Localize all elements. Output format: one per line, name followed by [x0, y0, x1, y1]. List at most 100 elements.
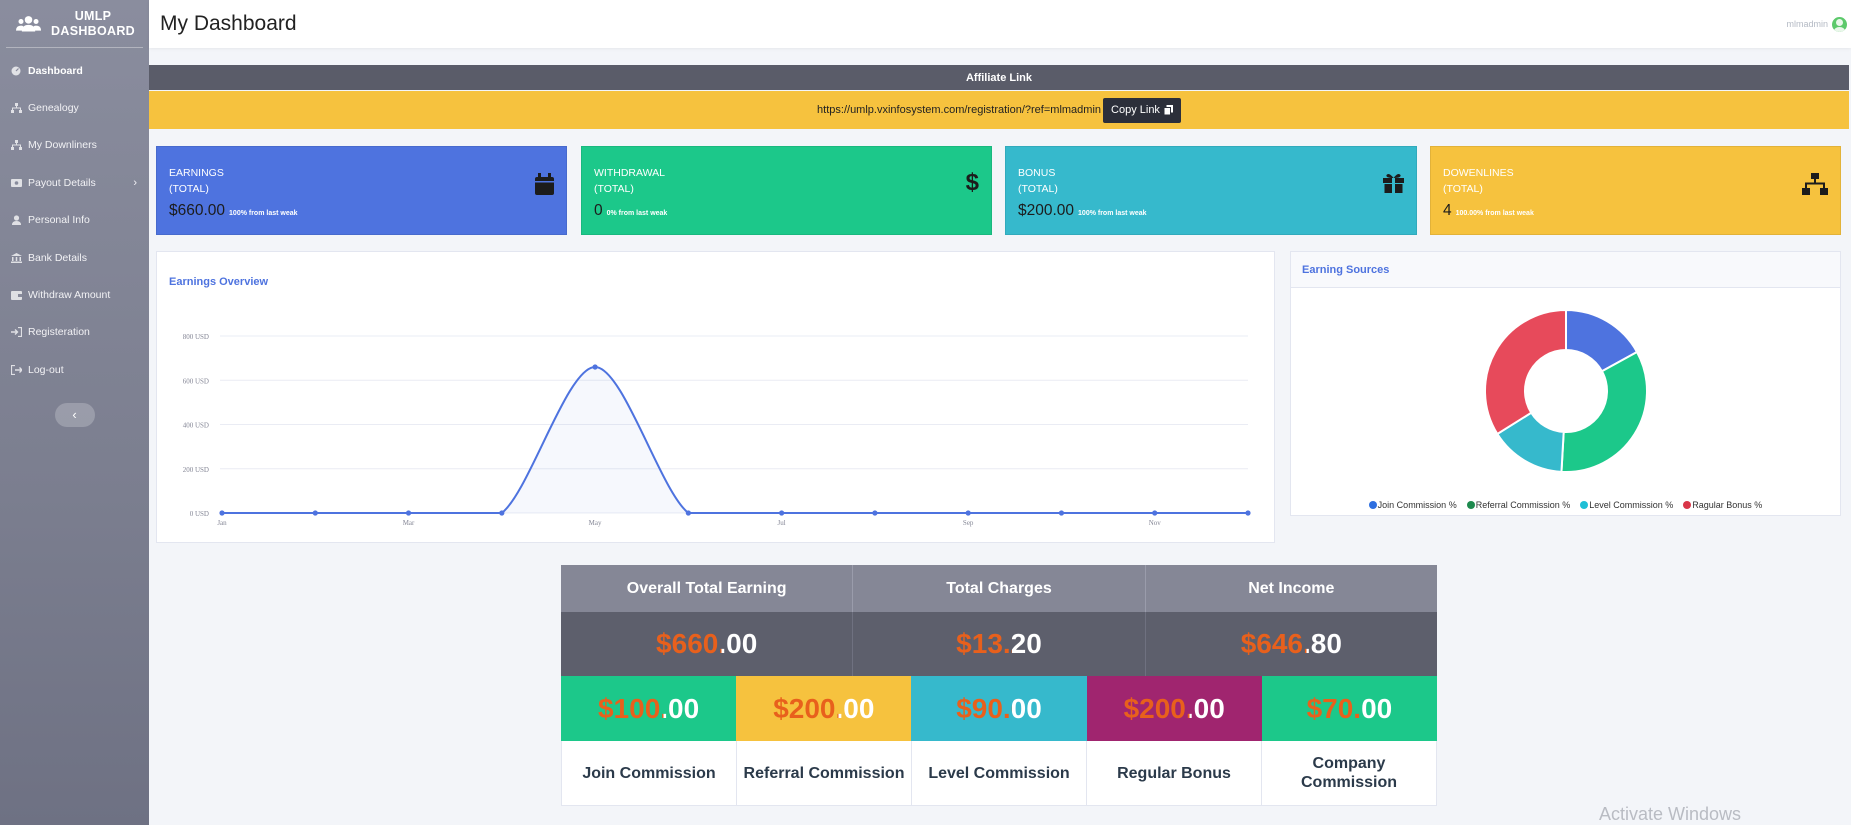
legend-label: Level Commission %: [1589, 500, 1674, 510]
dollar-icon: $: [965, 169, 979, 196]
user-name: mlmadmin: [1786, 19, 1828, 29]
area-fill: [222, 366, 1248, 513]
sidebar-item-label: Payout Details: [28, 176, 96, 189]
card-sublabel: (TOTAL): [1018, 183, 1058, 195]
user-menu[interactable]: mlmadmin: [1786, 16, 1847, 32]
data-point: [685, 510, 691, 516]
calendar-icon: [535, 173, 554, 195]
y-tick-label: 0 USD: [190, 510, 209, 518]
sidebar-item-label: Registeration: [28, 326, 90, 339]
page-title: My Dashboard: [160, 12, 297, 35]
commission-cell: $70.00: [1261, 676, 1438, 741]
card-change: 100% from last weak: [229, 210, 298, 217]
copy-icon: [1163, 105, 1173, 115]
level-commission-value: $90.00: [956, 692, 1042, 724]
sidebar-item-label: Dashboard: [28, 64, 83, 77]
card-sublabel: (TOTAL): [594, 183, 634, 195]
downlines-card: DOWENLINES (TOTAL) 4 100.00% from last w…: [1430, 146, 1841, 235]
legend-item[interactable]: Ragular Bonus %: [1683, 500, 1762, 510]
card-sublabel: (TOTAL): [169, 183, 209, 195]
earnings-overview-chart: 0 USD 200 USD 400 USD 600 USD 800 USD Jan Mar M…: [183, 333, 1251, 527]
legend-item[interactable]: Join Commission %: [1368, 500, 1457, 510]
brand[interactable]: UMLP DASHBOARD: [6, 0, 143, 48]
join-commission-value: $100.00: [597, 692, 700, 724]
avatar[interactable]: [1832, 16, 1847, 32]
affiliate-url[interactable]: https://umlp.vxinfosystem.com/registrati…: [817, 104, 1102, 116]
commission-label: Company Commission: [1300, 755, 1397, 791]
y-tick-label: 600 USD: [183, 377, 209, 385]
y-tick-label: 400 USD: [183, 422, 209, 430]
data-point: [965, 510, 971, 516]
brand-line1: UMLP: [74, 8, 112, 23]
overall-total-earning-value: $660.00: [656, 628, 758, 659]
topbar: My Dashboard mlmadmin: [149, 0, 1851, 48]
sidebar-toggle-button[interactable]: ‹: [54, 402, 95, 427]
earning-sources-chart: [1484, 308, 1648, 473]
sitemap-icon: [10, 140, 22, 151]
sidebar-item-registeration[interactable]: Registeration: [0, 314, 149, 351]
net-income-value: $646.80: [1240, 628, 1342, 659]
series-line: [222, 365, 1248, 514]
affiliate-heading: Affiliate Link: [149, 65, 1849, 90]
sidebar-item-label: Withdraw Amount: [28, 289, 111, 302]
legend-swatch: [1466, 501, 1475, 509]
data-point: [219, 510, 225, 516]
copy-link-button[interactable]: Copy Link: [1103, 97, 1181, 123]
commission-cell: $200.00: [736, 676, 912, 741]
earnings-overview-panel: Earnings Overview 0 USD 200 USD 400 USD 600…: [156, 251, 1275, 543]
data-point: [312, 510, 318, 516]
data-point: [872, 510, 878, 516]
pie-slice: [1484, 308, 1567, 436]
sidebar-item-genealogy[interactable]: Genealogy: [0, 89, 149, 126]
sidebar-item-bank-details[interactable]: Bank Details: [0, 239, 149, 276]
summary-header: Overall Total Earning: [561, 565, 854, 612]
sidebar-item-label: Log-out: [28, 363, 64, 376]
summary-cell: $13.20: [853, 612, 1146, 676]
sidebar-item-label: Genealogy: [28, 102, 79, 115]
sidebar-item-label: Personal Info: [28, 214, 90, 227]
legend-label: Ragular Bonus %: [1692, 500, 1763, 510]
earnings-summary: Overall Total Earning Total Charges Net …: [561, 565, 1438, 806]
commission-values-row: $100.00 $200.00 $90.00 $200.00 $70.00: [561, 676, 1438, 741]
regular-bonus-value: $200.00: [1123, 692, 1225, 724]
commission-label: Regular Bonus: [1087, 741, 1262, 805]
earnings-card: EARNINGS (TOTAL) $660.00 100% from last …: [156, 146, 567, 235]
legend-swatch: [1368, 501, 1377, 509]
data-point: [1152, 510, 1158, 516]
legend-item[interactable]: Referral Commission %: [1466, 500, 1570, 510]
summary-header: Total Charges: [853, 565, 1146, 612]
sidebar-item-payout-details[interactable]: Payout Details ›: [0, 164, 149, 201]
sitemap-icon: [1802, 173, 1828, 195]
panel-header: Earning Sources: [1291, 252, 1840, 288]
dashboard-icon: [10, 66, 22, 76]
chevron-right-icon: ›: [133, 176, 137, 189]
panel-title: Earnings Overview: [169, 276, 269, 288]
data-point: [592, 364, 598, 370]
summary-cell: $646.80: [1146, 612, 1437, 676]
sidebar-nav: Dashboard Genealogy My Downliners Payout…: [0, 52, 149, 389]
x-tick-label: Mar: [403, 519, 415, 527]
x-tick-label: May: [589, 519, 602, 527]
sidebar-item-my-downliners[interactable]: My Downliners: [0, 127, 149, 164]
y-tick-label: 800 USD: [183, 333, 209, 341]
card-change: 100% from last weak: [1078, 210, 1147, 217]
sidebar-item-personal-info[interactable]: Personal Info: [0, 202, 149, 239]
card-value: $200.00: [1018, 202, 1075, 219]
data-point: [779, 510, 785, 516]
commission-cell: $100.00: [561, 676, 737, 741]
users-icon: [16, 15, 42, 32]
legend-item[interactable]: Level Commission %: [1580, 500, 1673, 510]
sidebar-item-withdraw-amount[interactable]: Withdraw Amount: [0, 276, 149, 313]
pie-slice: [1560, 350, 1648, 473]
summary-cell: $660.00: [561, 612, 854, 676]
x-tick-label: Jul: [778, 519, 786, 527]
sidebar-item-log-out[interactable]: Log-out: [0, 351, 149, 388]
legend-swatch: [1683, 501, 1692, 509]
data-point: [1245, 510, 1251, 516]
earning-sources-panel: Earning Sources Join Commission % Referr…: [1290, 251, 1841, 516]
gift-icon: [1383, 174, 1404, 193]
sidebar-item-label: Bank Details: [28, 251, 87, 264]
card-sublabel: (TOTAL): [1443, 183, 1483, 195]
withdrawal-card: WITHDRAWAL (TOTAL) 0 0% from last weak $: [581, 146, 992, 235]
sidebar-item-dashboard[interactable]: Dashboard: [0, 52, 149, 89]
